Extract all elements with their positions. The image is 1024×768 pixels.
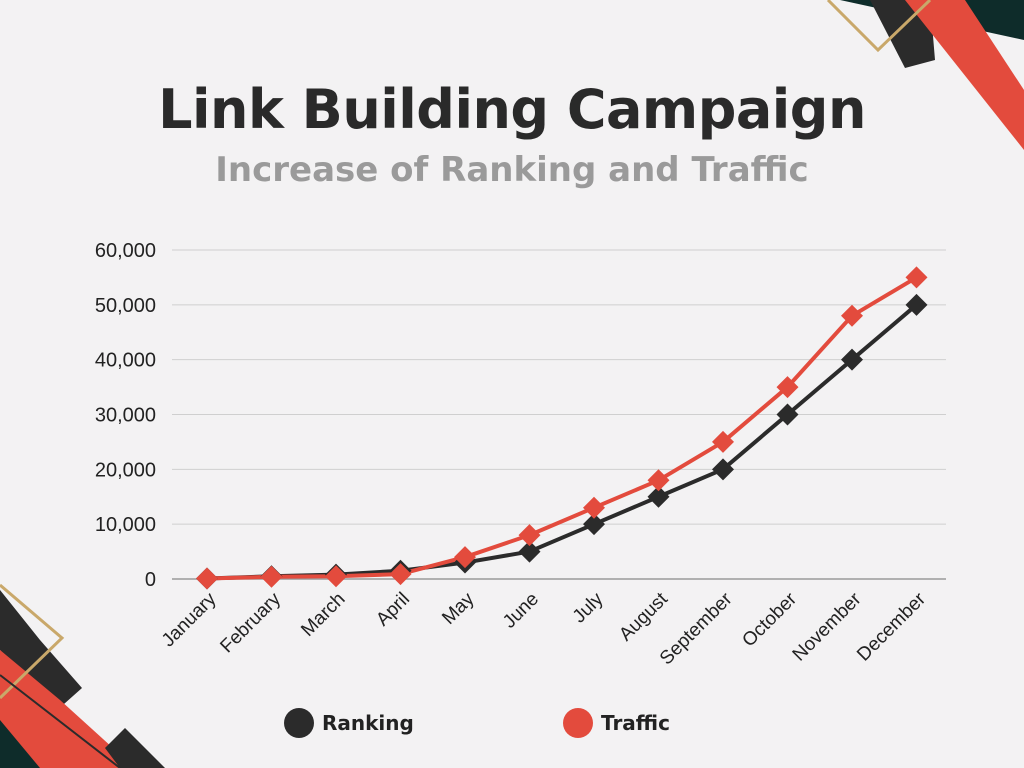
- series-lines: [205, 275, 919, 581]
- data-point-traffic: [583, 496, 605, 519]
- x-tick-label: June: [499, 589, 543, 633]
- x-tick-label: November: [789, 588, 866, 665]
- x-tick-label: February: [216, 588, 285, 657]
- legend-item-ranking: Ranking: [284, 700, 414, 746]
- y-tick-label: 30,000: [95, 405, 156, 427]
- data-point-traffic: [518, 524, 541, 547]
- x-tick-label: May: [438, 588, 479, 629]
- page-title: Link Building Campaign: [158, 78, 866, 141]
- x-tick-label: January: [158, 588, 221, 651]
- legend-swatch-ranking: [284, 708, 314, 738]
- y-tick-label: 40,000: [95, 350, 156, 372]
- x-tick-label: April: [372, 589, 414, 631]
- data-point-traffic: [712, 430, 734, 453]
- y-tick-label: 20,000: [95, 459, 156, 481]
- data-point-traffic: [325, 565, 347, 588]
- data-point-traffic: [389, 563, 412, 586]
- y-tick-label: 50,000: [95, 295, 156, 317]
- data-point-traffic: [454, 546, 476, 569]
- data-point-traffic: [841, 304, 863, 327]
- y-tick-label: 0: [145, 569, 156, 591]
- page-subtitle: Increase of Ranking and Traffic: [215, 150, 809, 190]
- legend-swatch-traffic: [563, 708, 593, 738]
- x-tick-label: March: [297, 589, 349, 641]
- data-point-traffic: [196, 567, 218, 590]
- data-point-ranking: [583, 513, 605, 536]
- x-tick-label: December: [853, 588, 930, 665]
- y-tick-label: 10,000: [95, 514, 156, 536]
- y-axis-ticks: 0 10,000 20,000 30,000 40,000 50,000 60,000: [95, 240, 156, 591]
- top-right-decoration: [826, 0, 1024, 150]
- data-point-traffic: [776, 376, 799, 399]
- legend-item-traffic: Traffic: [563, 700, 670, 746]
- x-tick-label: August: [615, 588, 672, 645]
- data-point-traffic: [260, 565, 283, 588]
- data-point-ranking: [647, 485, 670, 508]
- data-point-ranking: [905, 293, 928, 316]
- y-tick-label: 60,000: [95, 240, 156, 262]
- bottom-left-decoration: [0, 583, 165, 768]
- legend-label-traffic: Traffic: [601, 711, 670, 735]
- series-line-traffic: [205, 275, 919, 581]
- data-point-traffic: [905, 266, 928, 289]
- data-point-ranking: [776, 403, 799, 426]
- gridlines: [172, 249, 946, 580]
- data-point-traffic: [647, 469, 670, 492]
- x-tick-label: October: [738, 588, 801, 651]
- data-point-ranking: [841, 348, 863, 371]
- legend-label-ranking: Ranking: [322, 711, 414, 735]
- series-line-ranking: [205, 302, 919, 581]
- data-point-ranking: [518, 540, 541, 563]
- series-markers: [196, 266, 928, 590]
- data-point-ranking: [712, 458, 734, 481]
- x-tick-label: July: [569, 588, 608, 627]
